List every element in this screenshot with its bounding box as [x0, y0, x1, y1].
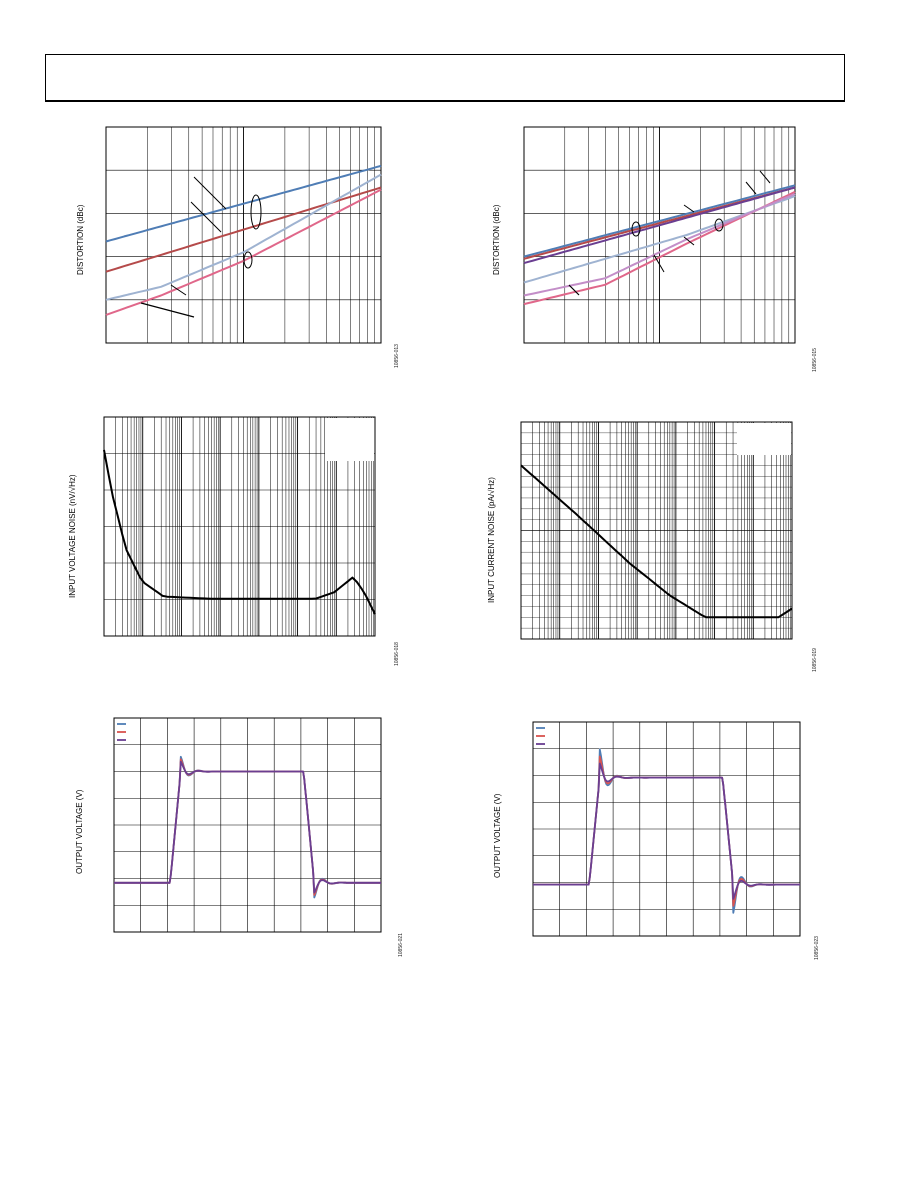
y-axis-label: INPUT CURRENT NOISE (pA/√Hz): [487, 477, 496, 603]
annotation-arrow: [653, 254, 665, 273]
annotation-ellipse: [243, 251, 253, 269]
series-line-3: [533, 762, 800, 900]
series-line-4: [105, 188, 382, 316]
annotation-ellipse: [250, 194, 262, 230]
chart-svg-pulse-right: [532, 721, 801, 937]
chart-svg-current-noise: [520, 421, 793, 640]
figure-code: 10856-023: [814, 936, 820, 960]
figure-code: 10856-013: [394, 344, 400, 368]
annotation-arrow: [568, 284, 580, 296]
annotation-ellipse: [631, 221, 641, 237]
chart-svg-distortion-left: [105, 126, 382, 344]
series-line-3: [114, 760, 381, 894]
annotation-arrow: [193, 176, 227, 210]
annotation-arrow: [683, 236, 695, 246]
figure-code: 10856-019: [812, 648, 818, 672]
legend-area: [737, 423, 791, 455]
annotation-arrow: [759, 170, 771, 184]
y-axis-label: DISTORTION (dBc): [492, 204, 501, 275]
page-header-box: [45, 54, 845, 102]
legend-area: [325, 418, 374, 461]
series-line-1: [103, 449, 376, 615]
annotation-ellipse: [714, 218, 724, 232]
series-line-1: [523, 184, 796, 258]
chart-svg-voltage-noise: [103, 416, 376, 637]
chart-svg-distortion-right: [523, 126, 796, 344]
annotation-arrow: [140, 302, 195, 318]
figure-code: 10856-018: [394, 642, 400, 666]
figure-code: 10856-015: [812, 348, 818, 372]
annotation-arrow: [170, 284, 187, 296]
annotation-arrow: [190, 201, 222, 233]
y-axis-label: OUTPUT VOLTAGE (V): [493, 793, 502, 878]
series-line-3: [105, 173, 382, 301]
series-line-3: [523, 186, 796, 265]
annotation-arrow: [683, 204, 695, 213]
series-line-1: [520, 464, 793, 619]
series-line-1: [105, 164, 382, 243]
y-axis-label: INPUT VOLTAGE NOISE (nV/√Hz): [68, 474, 77, 598]
annotation-arrow: [745, 181, 757, 195]
y-axis-label: DISTORTION (dBc): [76, 204, 85, 275]
figure-code: 10856-021: [398, 933, 404, 957]
chart-svg-pulse-left: [113, 717, 382, 933]
y-axis-label: OUTPUT VOLTAGE (V): [75, 789, 84, 874]
